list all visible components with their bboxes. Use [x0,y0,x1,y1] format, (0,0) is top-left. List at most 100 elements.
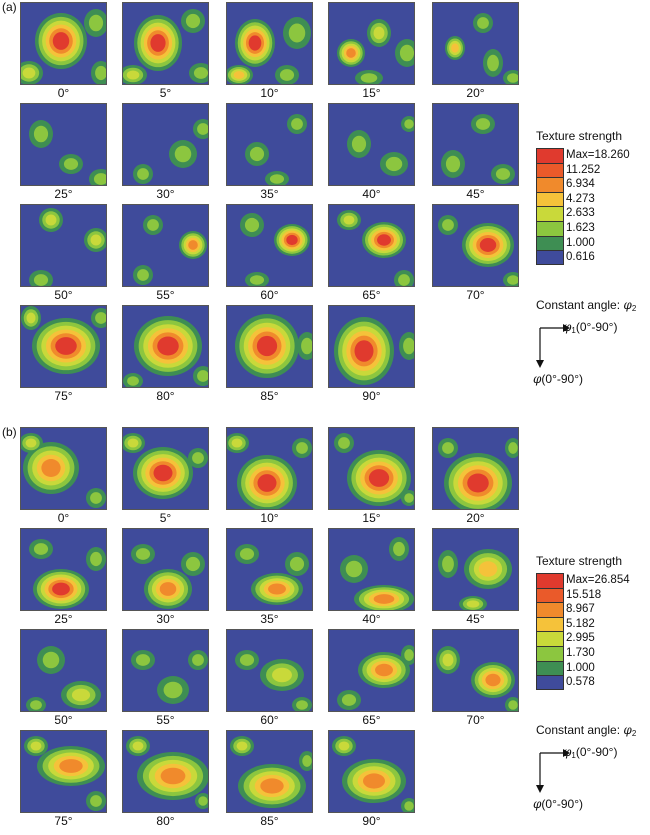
contour-level-2 [135,654,151,666]
contour-level-5 [41,459,61,477]
contour-level-2 [398,274,410,286]
odf-contour-svg [433,428,518,509]
contour-level-2 [33,125,49,143]
section-angle-label: 90° [362,389,381,403]
contour-level-2 [404,801,414,811]
contour-level-3 [45,214,57,226]
odf-contour-svg [433,3,518,84]
contour-level-6 [467,473,489,493]
odf-section-tile [20,103,107,186]
contour-level-2 [185,556,201,572]
odf-section-tile [20,629,107,712]
odf-section-tile [20,427,107,510]
legend-value: 1.000 [566,236,595,249]
contour-level-3 [71,688,91,702]
odf-section-tile [226,427,313,510]
legend-value: 1.623 [566,222,595,234]
legend-value: Max=26.854 [566,574,630,586]
odf-contour-svg [227,529,312,610]
section-angle-label: 20° [466,86,485,100]
contour-level-2 [127,376,139,386]
odf-contour-svg [433,104,518,185]
odf-contour-svg [227,205,312,286]
odf-section-tile [122,103,209,186]
contour-level-2 [93,173,106,185]
section-angle-label: 50° [54,713,73,727]
contour-level-3 [373,26,385,40]
legend-value: 15.518 [566,588,602,601]
odf-section-tile [226,629,313,712]
contour-level-2 [442,219,454,231]
odf-contour-svg [329,529,414,610]
odf-contour-svg [123,306,208,387]
contour-level-2 [404,649,414,661]
section-angle-label: 0° [57,511,70,525]
contour-level-2 [30,700,42,710]
legend-value: Max=18.260 [566,149,630,161]
odf-contour-svg [227,104,312,185]
contour-level-3 [126,70,140,80]
odf-section-tile [226,103,313,186]
section-angle-label: 70° [466,713,485,727]
contour-level-3 [272,667,292,683]
contour-level-2 [147,219,159,231]
section-angle-label: 45° [466,612,485,626]
contour-level-6 [157,336,179,356]
section-angle-label: 25° [54,187,73,201]
legend-colorbar [536,148,564,265]
contour-level-2 [63,158,79,170]
section-angle-label: 55° [156,288,175,302]
odf-section-tile [20,528,107,611]
legend-swatch [536,675,564,690]
contour-level-3 [30,741,42,751]
contour-level-2 [475,118,491,130]
odf-contour-svg [123,428,208,509]
contour-level-3 [338,741,350,751]
contour-level-6 [52,32,70,50]
phi1-arrowhead [563,324,570,332]
contour-level-2 [442,555,454,573]
odf-contour-svg [123,529,208,610]
odf-section-tile [328,427,415,510]
contour-level-2 [244,217,260,233]
contour-level-2 [302,755,312,767]
section-angle-label: 60° [260,713,279,727]
odf-section-tile [226,204,313,287]
odf-section-tile [328,629,415,712]
contour-level-6 [248,35,262,51]
legend-value: 0.578 [566,676,595,689]
contour-level-5 [375,663,393,677]
constant-angle-note: Constant angle: φ2 [536,298,637,313]
contour-level-2 [239,548,255,560]
section-angle-label: 70° [466,288,485,302]
section-angle-label: 50° [54,288,73,302]
section-angle-label: 55° [156,713,175,727]
contour-level-2 [393,541,405,557]
odf-section-tile [122,427,209,510]
odf-contour-svg [227,428,312,509]
odf-section-tile [432,629,519,712]
section-angle-label: 90° [362,814,381,828]
contour-level-3 [442,653,454,667]
contour-level-2 [360,73,378,83]
odf-section-tile [122,204,209,287]
odf-section-tile [432,204,519,287]
odf-section-tile [122,730,209,813]
contour-level-2 [95,312,106,324]
section-angle-label: 0° [57,86,70,100]
contour-level-3 [466,600,480,608]
contour-level-6 [286,234,298,246]
section-angle-label: 5° [159,86,172,100]
contour-level-2 [279,69,295,81]
contour-level-3 [127,438,139,448]
legend-swatch [536,206,564,221]
contour-level-6 [479,238,497,252]
phi-axis-label: φ(0°-90°) [533,797,584,811]
contour-level-6 [368,469,390,487]
section-angle-label: 10° [260,86,279,100]
legend-value: 1.730 [566,647,595,659]
contour-level-2 [137,168,149,180]
contour-level-2 [487,54,499,72]
section-angle-label: 45° [466,187,485,201]
phi1-arrowhead [563,749,570,757]
